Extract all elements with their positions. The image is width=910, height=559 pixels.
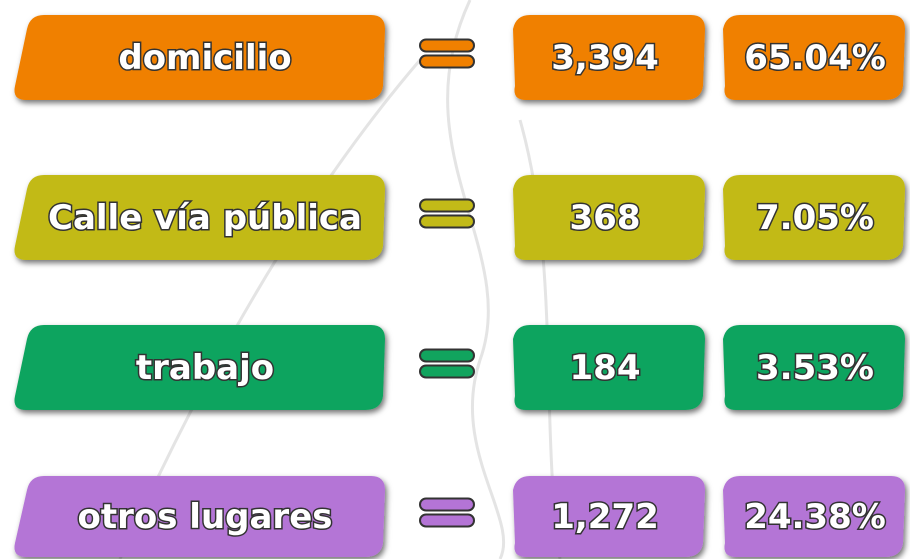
equals-bar xyxy=(419,348,475,363)
percent-value: 7.05% xyxy=(756,198,874,238)
row-label: domicilio xyxy=(118,38,291,78)
count-value: 1,272 xyxy=(551,497,659,537)
percent-box xyxy=(723,325,905,410)
equals-bar xyxy=(419,198,475,213)
percent-box xyxy=(723,175,905,260)
row: domicilio 3,394 65.04% xyxy=(14,15,905,100)
percent-value: 3.53% xyxy=(756,348,874,388)
equals-sign xyxy=(419,38,475,69)
row: otros lugares 1,272 24.38% xyxy=(14,476,905,557)
percent-box xyxy=(723,15,905,100)
equals-sign xyxy=(419,198,475,229)
equals-bar xyxy=(419,54,475,69)
row-label: trabajo xyxy=(136,348,274,388)
percent-box xyxy=(723,476,905,557)
row-label: otros lugares xyxy=(77,497,332,537)
percent-value: 24.38% xyxy=(744,497,886,537)
count-box xyxy=(513,476,705,557)
row: trabajo 184 3.53% xyxy=(14,325,905,410)
label-box xyxy=(14,15,386,100)
equals-bar xyxy=(419,497,475,512)
count-box xyxy=(513,325,705,410)
label-box xyxy=(14,476,386,557)
equals-sign xyxy=(419,348,475,379)
equals-bar xyxy=(419,513,475,528)
count-value: 184 xyxy=(570,348,641,388)
count-value: 3,394 xyxy=(551,38,659,78)
count-box xyxy=(513,175,705,260)
row-label: Calle vía pública xyxy=(48,198,362,238)
equals-bar xyxy=(419,38,475,53)
count-value: 368 xyxy=(570,198,641,238)
label-box xyxy=(14,325,386,410)
equals-sign xyxy=(419,497,475,528)
label-box xyxy=(14,175,386,260)
row: Calle vía pública 368 7.05% xyxy=(14,175,905,260)
equals-bar xyxy=(419,214,475,229)
percent-value: 65.04% xyxy=(744,38,886,78)
equals-bar xyxy=(419,364,475,379)
count-box xyxy=(513,15,705,100)
